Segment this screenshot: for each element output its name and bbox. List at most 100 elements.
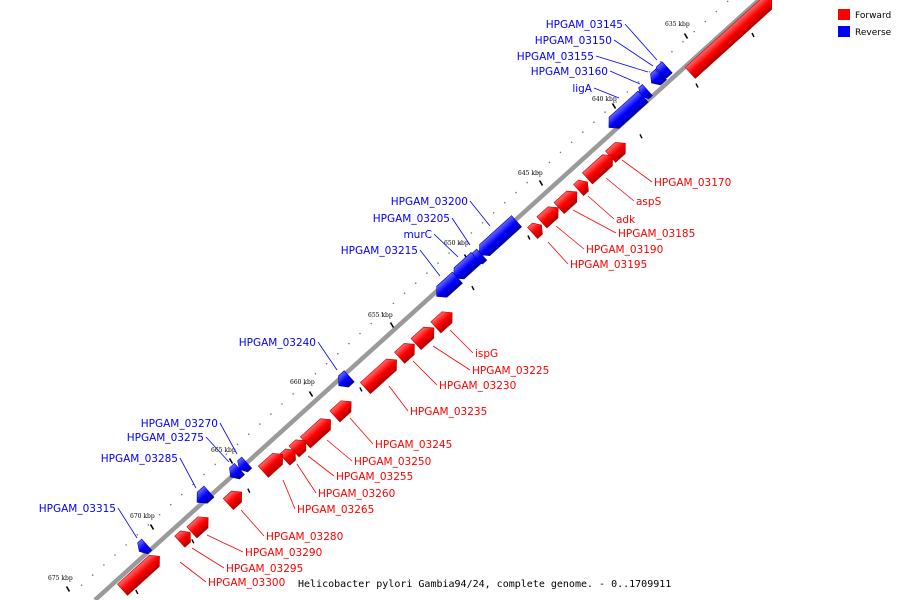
gene-label-hpgam-03215[interactable]: HPGAM_03215: [341, 245, 418, 257]
minor-dot: [715, 10, 718, 13]
leader-hpgam-03235: [388, 385, 409, 412]
gene-label-hpgam-03315[interactable]: HPGAM_03315: [39, 503, 116, 515]
gene-arrow-asps[interactable]: [581, 150, 617, 185]
gene-label-hpgam-03280[interactable]: HPGAM_03280: [266, 531, 343, 543]
gene-label-hpgam-03195[interactable]: HPGAM_03195: [570, 259, 647, 271]
tick-label-635-kbp: 635 kbp: [665, 21, 690, 28]
minor-dot: [270, 413, 272, 415]
gene-label-ispg[interactable]: ispG: [475, 348, 498, 360]
gene-arrow-hpgam-03235[interactable]: [359, 354, 401, 395]
gene-arrow-offscreen-forward[interactable]: [684, 0, 777, 79]
gene-arrow-hpgam-03255[interactable]: [288, 435, 311, 458]
leader-hpgam-03315: [117, 507, 138, 539]
gene-label-hpgam-03230[interactable]: HPGAM_03230: [439, 380, 516, 392]
gene-label-hpgam-03155[interactable]: HPGAM_03155: [517, 51, 594, 63]
minor-dot: [325, 362, 328, 365]
tick-label-650-kbp: 650 kbp: [444, 240, 469, 247]
gene-label-hpgam-03260[interactable]: HPGAM_03260: [318, 488, 395, 500]
gene-arrow-hpgam-03190[interactable]: [536, 202, 563, 229]
leader-asps: [605, 177, 635, 202]
minor-dot: [203, 473, 205, 476]
gene-arrow-hpgam-03290[interactable]: [186, 512, 213, 539]
frame-dash: [751, 32, 755, 38]
leader-liga: [593, 87, 620, 99]
gene-arrow-hpgam-03275[interactable]: [226, 462, 245, 482]
minor-dot: [426, 272, 428, 274]
gene-label-hpgam-03275[interactable]: HPGAM_03275: [127, 432, 204, 444]
minor-dot: [281, 403, 283, 405]
leader-hpgam-03280: [240, 509, 265, 537]
legend-reverse-swatch: [838, 26, 850, 37]
gene-arrow-hpgam-03285[interactable]: [192, 485, 215, 508]
gene-label-hpgam-03205[interactable]: HPGAM_03205: [373, 213, 450, 225]
gene-label-hpgam-03300[interactable]: HPGAM_03300: [208, 577, 285, 589]
gene-arrow-hpgam-03200[interactable]: [474, 215, 523, 261]
minor-dot: [359, 332, 361, 335]
gene-label-liga[interactable]: ligA: [572, 83, 592, 95]
gene-label-hpgam-03145[interactable]: HPGAM_03145: [546, 19, 623, 31]
gene-arrow-hpgam-03265[interactable]: [257, 449, 287, 478]
gene-label-hpgam-03240[interactable]: HPGAM_03240: [239, 337, 316, 349]
gene-arrow-hpgam-03225[interactable]: [410, 322, 439, 351]
gene-arrow-hpgam-03250[interactable]: [299, 414, 335, 449]
gene-label-hpgam-03160[interactable]: HPGAM_03160: [531, 66, 608, 78]
gene-arrow-hpgam-03280[interactable]: [222, 486, 246, 511]
frame-dash: [471, 285, 475, 291]
gene-arrow-hpgam-03215[interactable]: [432, 271, 463, 302]
gene-arrow-hpgam-03230[interactable]: [394, 339, 420, 364]
gene-label-hpgam-03255[interactable]: HPGAM_03255: [336, 471, 413, 483]
gene-arrow-hpgam-03195[interactable]: [527, 219, 547, 240]
minor-dot: [548, 161, 551, 164]
gene-label-hpgam-03200[interactable]: HPGAM_03200: [391, 196, 468, 208]
label-leaders: [117, 23, 658, 583]
leader-hpgam-03160: [609, 70, 641, 85]
gene-arrow-hpgam-03295[interactable]: [174, 527, 195, 548]
frame-dash: [135, 589, 139, 595]
legend-reverse-label: Reverse: [855, 28, 892, 38]
gene-arrow-liga[interactable]: [604, 90, 649, 133]
gene-arrow-hpgam-03155[interactable]: [647, 68, 666, 88]
tick-label-655-kbp: 655 kbp: [368, 312, 393, 319]
leader-hpgam-03270: [219, 422, 238, 455]
leader-murc: [433, 233, 459, 258]
gene-arrow-hpgam-03260[interactable]: [279, 445, 300, 466]
gene-label-hpgam-03245[interactable]: HPGAM_03245: [375, 439, 452, 451]
gene-arrow-hpgam-03185[interactable]: [553, 186, 582, 215]
gene-label-adk[interactable]: adk: [616, 214, 636, 226]
gene-arrow-ispg[interactable]: [430, 307, 457, 334]
gene-arrow-hpgam-03315[interactable]: [134, 538, 153, 557]
gene-label-hpgam-03225[interactable]: HPGAM_03225: [472, 365, 549, 377]
minor-dot: [637, 81, 640, 83]
gene-arrow-hpgam-03170[interactable]: [605, 138, 631, 163]
minor-dot: [292, 393, 295, 395]
minor-dot: [381, 312, 384, 315]
gene-label-hpgam-03270[interactable]: HPGAM_03270: [141, 418, 218, 430]
gene-arrow-hpgam-03245[interactable]: [329, 396, 356, 423]
minor-dot: [348, 342, 350, 345]
gene-features: [116, 0, 777, 596]
legend-forward-swatch: [838, 9, 850, 20]
minor-dot: [481, 222, 484, 224]
gene-arrow-hpgam-03270[interactable]: [234, 456, 253, 475]
frame-dash: [639, 133, 643, 139]
minor-dot: [604, 111, 606, 113]
gene-label-hpgam-03235[interactable]: HPGAM_03235: [410, 406, 487, 418]
gene-label-hpgam-03295[interactable]: HPGAM_03295: [226, 563, 303, 575]
gene-label-hpgam-03170[interactable]: HPGAM_03170: [654, 177, 731, 189]
gene-label-asps[interactable]: aspS: [636, 196, 662, 208]
gene-label-hpgam-03250[interactable]: HPGAM_03250: [354, 456, 431, 468]
gene-label-murc[interactable]: murC: [403, 229, 432, 241]
gene-label-hpgam-03285[interactable]: HPGAM_03285: [101, 453, 178, 465]
gene-arrow-hpgam-03240[interactable]: [334, 370, 355, 392]
gene-arrow-murc[interactable]: [449, 251, 482, 283]
leader-hpgam-03190: [555, 225, 585, 250]
gene-label-hpgam-03290[interactable]: HPGAM_03290: [245, 547, 322, 559]
gene-arrow-adk[interactable]: [573, 176, 593, 197]
leader-hpgam-03240: [317, 341, 338, 371]
gene-label-hpgam-03190[interactable]: HPGAM_03190: [586, 244, 663, 256]
gene-label-hpgam-03150[interactable]: HPGAM_03150: [535, 35, 612, 47]
gene-label-hpgam-03265[interactable]: HPGAM_03265: [297, 504, 374, 516]
gene-label-hpgam-03185[interactable]: HPGAM_03185: [618, 228, 695, 240]
gene-arrow-hpgam-03300[interactable]: [116, 551, 164, 596]
